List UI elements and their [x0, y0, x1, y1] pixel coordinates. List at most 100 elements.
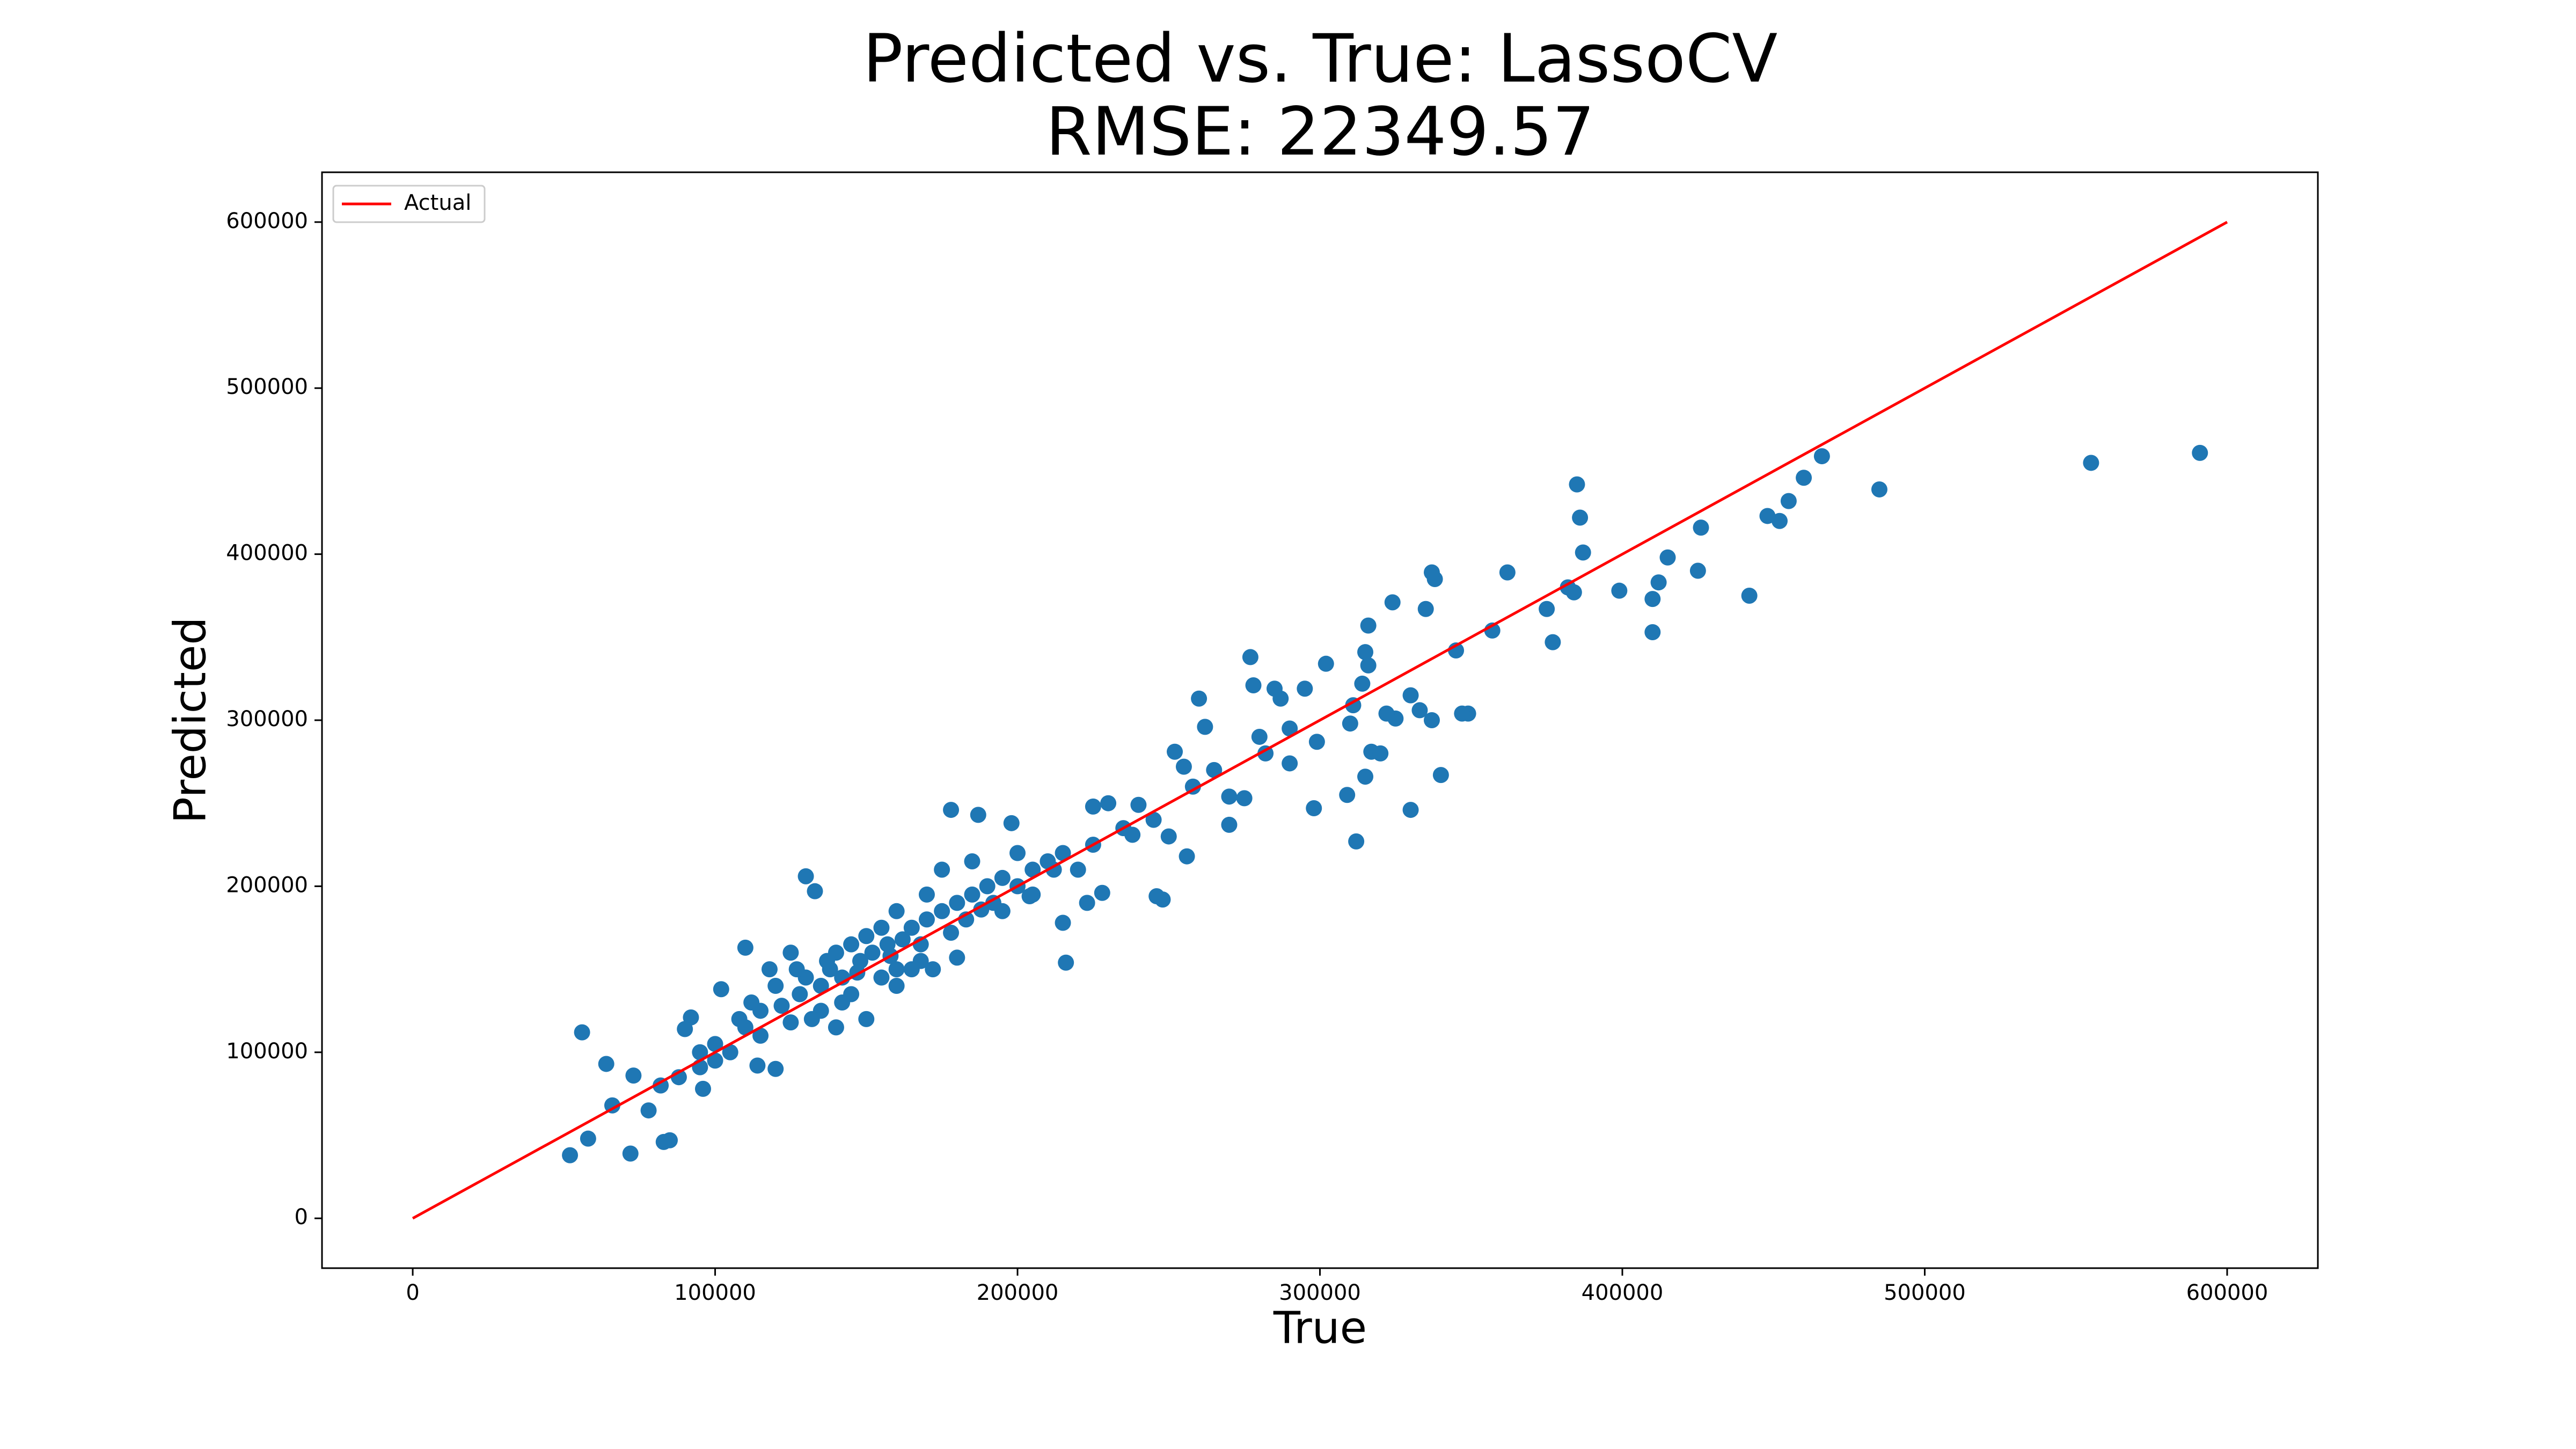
point	[1009, 845, 1026, 861]
point	[803, 1011, 820, 1027]
point	[1402, 687, 1419, 704]
point	[1759, 508, 1776, 524]
point	[1339, 787, 1356, 803]
point	[722, 1044, 738, 1060]
point	[873, 969, 890, 986]
point	[970, 807, 986, 823]
point	[807, 883, 823, 899]
point	[1357, 769, 1374, 785]
point	[1644, 624, 1661, 641]
point	[625, 1067, 642, 1084]
y-tick-label: 300000	[226, 707, 308, 731]
point	[692, 1044, 708, 1060]
point	[1650, 574, 1667, 591]
point	[828, 1019, 844, 1036]
x-tick-label: 200000	[977, 1280, 1059, 1305]
y-tick-label: 100000	[226, 1039, 308, 1064]
point	[1282, 755, 1298, 772]
point	[1780, 493, 1797, 509]
point	[888, 961, 905, 978]
y-tick-label: 400000	[226, 541, 308, 566]
point	[1611, 582, 1628, 599]
point	[1308, 734, 1325, 750]
x-tick-label: 100000	[674, 1280, 756, 1305]
x-tick-label: 500000	[1884, 1280, 1966, 1305]
point	[677, 1021, 693, 1037]
point	[580, 1130, 596, 1147]
point	[1160, 828, 1177, 845]
legend-box	[332, 185, 486, 223]
point	[1003, 815, 1020, 831]
y-axis-label: Predicted	[165, 617, 216, 824]
point	[1282, 720, 1298, 737]
point	[737, 1019, 753, 1036]
point	[1741, 587, 1758, 604]
point	[888, 903, 905, 919]
point	[903, 919, 920, 936]
point	[2083, 455, 2099, 471]
point	[1360, 617, 1377, 634]
point	[598, 1056, 614, 1072]
point	[1206, 762, 1223, 778]
point	[1348, 833, 1365, 850]
plot-frame	[321, 171, 2319, 1269]
point	[943, 925, 960, 941]
point	[1423, 564, 1440, 581]
point	[1417, 601, 1434, 617]
point	[574, 1024, 590, 1041]
point	[782, 1014, 799, 1031]
point	[994, 903, 1011, 919]
point	[655, 1133, 672, 1150]
point	[1454, 705, 1470, 722]
point	[1545, 634, 1561, 650]
point	[782, 945, 799, 961]
x-tick-label: 400000	[1582, 1280, 1664, 1305]
y-tick-label: 500000	[226, 375, 308, 399]
point	[1167, 743, 1183, 760]
point	[1306, 800, 1322, 816]
point	[1539, 601, 1555, 617]
point	[1689, 562, 1706, 579]
point	[1771, 513, 1788, 529]
point	[1242, 649, 1258, 665]
point	[1191, 690, 1208, 707]
point	[979, 878, 996, 895]
point	[1378, 705, 1395, 722]
point	[1575, 544, 1591, 561]
point	[1411, 702, 1428, 719]
point	[1423, 712, 1440, 728]
point	[1179, 848, 1195, 865]
point	[873, 919, 890, 936]
point	[879, 936, 896, 953]
point	[1565, 584, 1582, 601]
point	[1055, 914, 1071, 931]
point	[1432, 767, 1449, 784]
point	[752, 1027, 769, 1044]
reference-line	[412, 221, 2228, 1220]
point	[949, 949, 965, 966]
point	[797, 868, 814, 884]
point	[918, 911, 935, 928]
point	[1148, 888, 1165, 904]
point	[1357, 644, 1374, 661]
point	[1130, 796, 1147, 813]
point	[1094, 884, 1110, 901]
point	[1058, 954, 1074, 971]
point	[1070, 861, 1086, 878]
x-tick-label: 0	[406, 1280, 419, 1305]
point	[1693, 519, 1709, 536]
point	[1024, 886, 1041, 903]
point	[1360, 657, 1377, 674]
point	[694, 1080, 711, 1097]
point	[767, 978, 784, 994]
point	[1659, 549, 1676, 566]
point	[934, 861, 950, 878]
point	[1569, 476, 1585, 493]
point	[858, 1011, 875, 1027]
point	[640, 1102, 657, 1119]
point	[1402, 802, 1419, 818]
point	[888, 978, 905, 994]
point	[925, 961, 941, 978]
point	[934, 903, 950, 919]
point	[1024, 861, 1041, 878]
